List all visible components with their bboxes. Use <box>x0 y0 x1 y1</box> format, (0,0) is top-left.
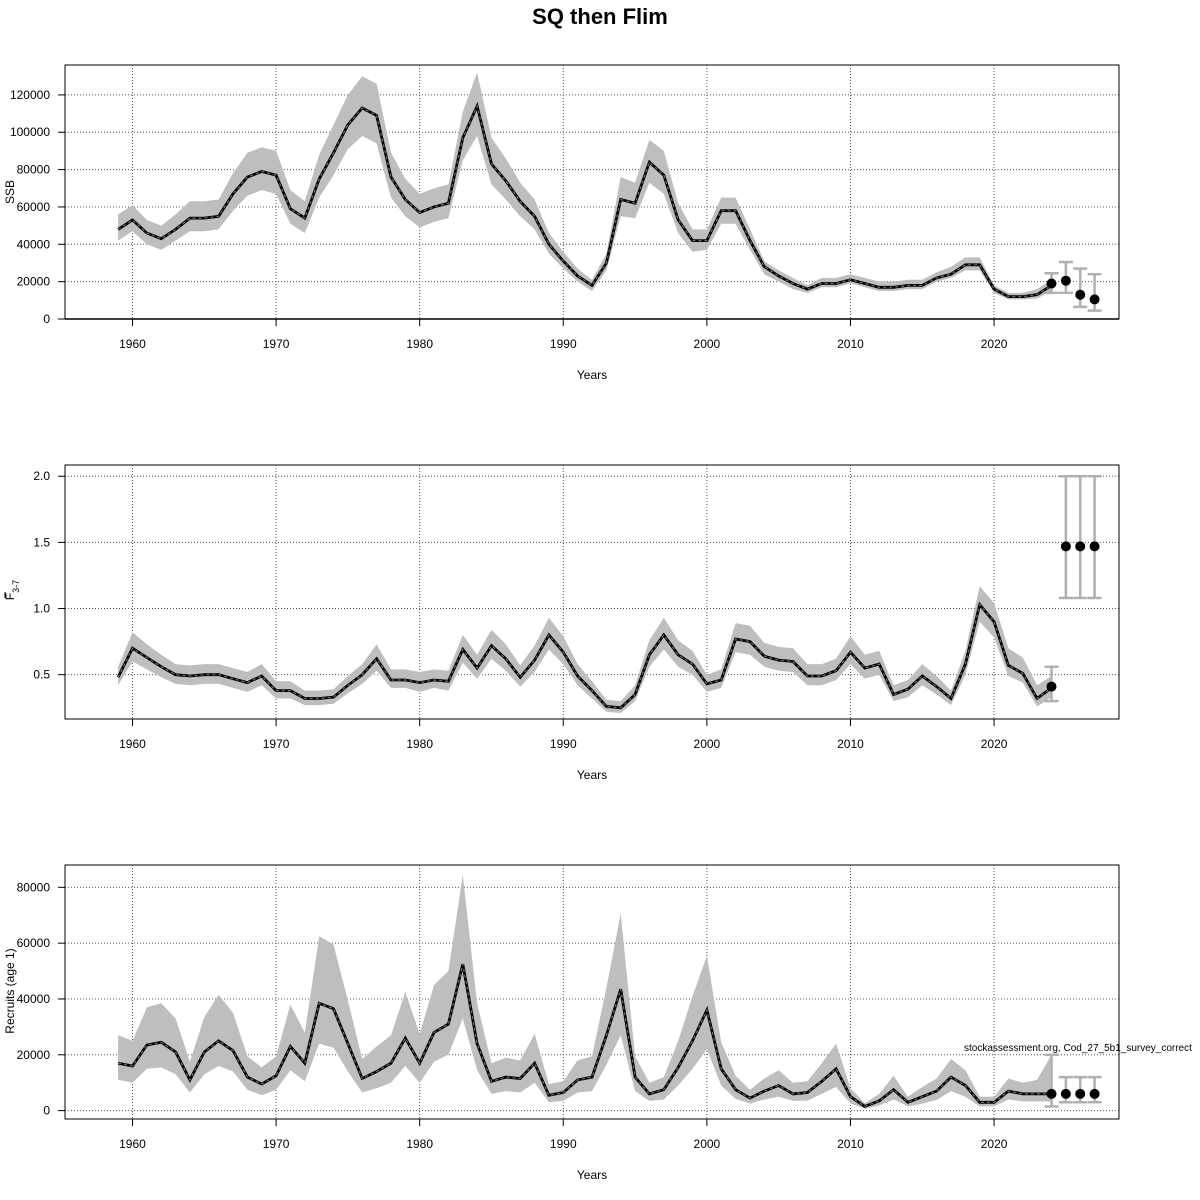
estimate-line-dashes <box>117 104 1052 298</box>
ssb-panel: 1960 1970 1980 1990 2000 2010 2020 0 20000 40000 6… <box>3 64 1120 382</box>
y-tick-label: 80000 <box>17 163 51 177</box>
forecast-point <box>1046 278 1057 289</box>
x-tick-label: 2010 <box>837 337 864 351</box>
x-tick-label: 1960 <box>119 1137 146 1151</box>
plot-frame <box>64 64 1120 320</box>
y-tick-label: 100000 <box>10 125 50 139</box>
estimate-line <box>117 101 1053 299</box>
x-tick-label: 1990 <box>550 737 577 751</box>
y-tick-label: 20000 <box>17 1048 51 1062</box>
x-tick-label: 1980 <box>406 737 433 751</box>
x-tick-label: 2010 <box>837 737 864 751</box>
y-tick-label: 0.5 <box>33 668 50 682</box>
plot-frame <box>64 864 1120 1120</box>
y-tick-label: 1.5 <box>33 535 50 549</box>
y-axis-label: SSB <box>3 180 17 204</box>
y-axis-label: Recruits (age 1) <box>3 948 17 1033</box>
x-tick-label: 2000 <box>694 337 721 351</box>
confidence-band <box>118 72 1052 300</box>
forecast-point <box>1060 1088 1071 1099</box>
forecast-point <box>1075 289 1086 300</box>
x-tick-label: 1970 <box>263 737 290 751</box>
y-axis-label: F3-7 <box>3 580 21 600</box>
estimate-line-dashes <box>117 603 1052 709</box>
y-tick-label: 20000 <box>17 275 51 289</box>
x-axis-label: Years <box>577 768 607 782</box>
x-tick-label: 2010 <box>837 1137 864 1151</box>
source-watermark: stockassessment.org, Cod_27_5b1_survey_c… <box>964 1043 1192 1054</box>
y-tick-label: 0 <box>43 312 50 326</box>
forecast-point <box>1046 1088 1057 1099</box>
forecast-point <box>1060 275 1071 286</box>
x-tick-label: 2020 <box>981 1137 1008 1151</box>
forecast-point <box>1089 541 1100 552</box>
x-tick-label: 2000 <box>694 737 721 751</box>
y-tick-label: 40000 <box>17 237 51 251</box>
confidence-band <box>118 874 1052 1109</box>
x-tick-label: 1980 <box>406 1137 433 1151</box>
forecast-point <box>1075 1088 1086 1099</box>
y-tick-label: 120000 <box>10 88 50 102</box>
y-tick-label: 0 <box>43 1104 50 1118</box>
forecast-point <box>1075 541 1086 552</box>
x-tick-label: 1970 <box>263 1137 290 1151</box>
forecast-point <box>1089 294 1100 305</box>
forecast-point <box>1046 681 1057 692</box>
recruits-panel: 1960 1970 1980 1990 2000 2010 2020 0 20000 40000 6… <box>3 864 1120 1182</box>
x-tick-label: 2000 <box>694 1137 721 1151</box>
estimate-line-dashes <box>117 963 1052 1108</box>
x-tick-label: 1980 <box>406 337 433 351</box>
x-tick-label: 1970 <box>263 337 290 351</box>
y-tick-label: 60000 <box>17 936 51 950</box>
forecast-point <box>1060 541 1071 552</box>
x-tick-label: 1990 <box>550 337 577 351</box>
plot-frame <box>64 464 1120 720</box>
fbar-panel: 1960 1970 1980 1990 2000 2010 2020 0.5 1.0 1.5 2.0… <box>3 464 1120 782</box>
y-tick-label: 1.0 <box>33 602 50 616</box>
y-tick-label: 80000 <box>17 880 51 894</box>
y-tick-label: 40000 <box>17 992 51 1006</box>
figure-title: SQ then Flim <box>532 4 668 29</box>
x-tick-label: 2020 <box>981 737 1008 751</box>
x-tick-label: 2020 <box>981 337 1008 351</box>
x-axis-label: Years <box>577 368 607 382</box>
confidence-band <box>118 586 1052 713</box>
y-tick-label: 60000 <box>17 200 51 214</box>
y-tick-label: 2.0 <box>33 469 50 483</box>
x-tick-label: 1960 <box>119 337 146 351</box>
x-axis-label: Years <box>577 1168 607 1182</box>
x-tick-label: 1960 <box>119 737 146 751</box>
x-tick-label: 1990 <box>550 1137 577 1151</box>
forecast-point <box>1089 1088 1100 1099</box>
